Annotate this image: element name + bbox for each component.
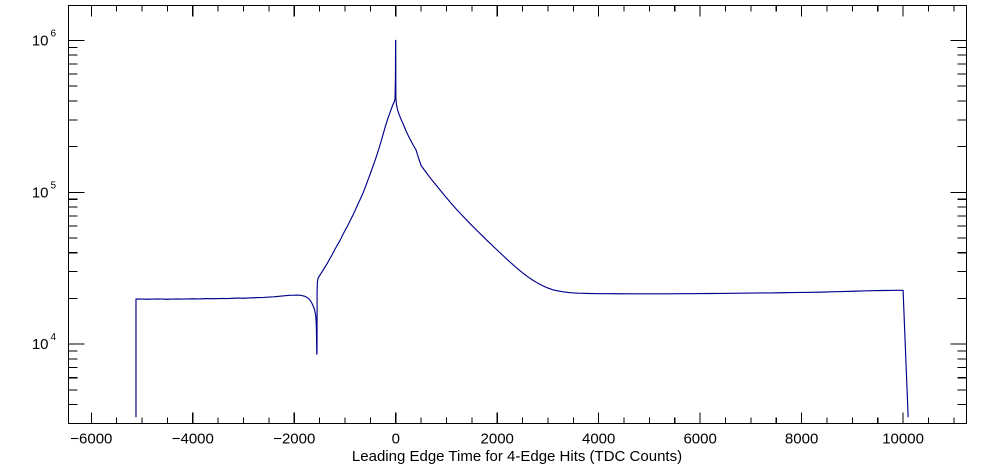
x-tick-label: 10000 [882,431,924,448]
y-tick-label: 10 5 [32,180,57,201]
y-tick-label-exponent: 6 [51,28,57,39]
x-tick-label: 6000 [683,431,716,448]
y-tick-label: 10 6 [32,28,57,49]
y-tick-label-exponent: 5 [51,180,57,191]
y-axis-ticks [68,39,967,425]
x-tick-label: 0 [392,431,400,448]
y-tick-label-mantissa: 10 [32,336,49,353]
x-tick-label: −6000 [70,431,112,448]
x-tick-label: −2000 [273,431,315,448]
x-tick-label: 4000 [582,431,615,448]
x-axis-tick-labels: −6000 −4000 −2000 0 2000 4000 6000 8000 10000 [70,431,924,448]
x-tick-label: −4000 [172,431,214,448]
y-tick-label-mantissa: 10 [32,184,49,201]
data-series-line [135,39,909,418]
x-axis-title: Leading Edge Time for 4-Edge Hits (TDC C… [352,448,682,465]
y-tick-label-exponent: 4 [51,332,57,343]
y-tick-label: 10 4 [32,332,57,353]
y-tick-label-mantissa: 10 [32,32,49,49]
x-tick-label: 8000 [785,431,818,448]
x-axis-ticks [90,5,955,424]
x-tick-label: 2000 [481,431,514,448]
plot-frame [67,4,968,425]
